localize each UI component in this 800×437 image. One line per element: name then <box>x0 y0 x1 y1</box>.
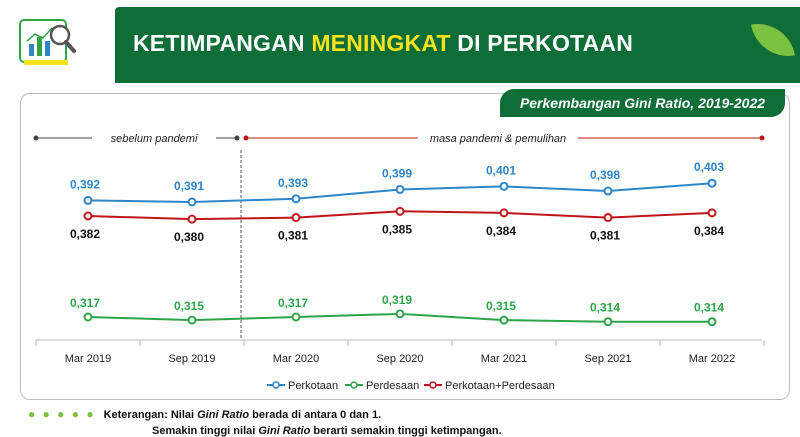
chart-subtitle: Perkembangan Gini Ratio, 2019-2022 <box>500 89 785 117</box>
period-before-label: sebelum pandemi <box>111 133 198 145</box>
x-tick-label: Mar 2019 <box>65 353 111 365</box>
chart-analysis-icon <box>16 17 82 69</box>
legend-marker <box>272 381 280 389</box>
x-tick-label: Mar 2022 <box>689 353 735 365</box>
data-point <box>499 315 509 325</box>
data-label: 0,381 <box>590 229 620 243</box>
data-label: 0,317 <box>70 296 100 310</box>
legend-marker <box>429 381 437 389</box>
data-point <box>395 206 405 216</box>
data-label: 0,384 <box>486 224 516 238</box>
data-label: 0,399 <box>382 166 412 180</box>
x-tick-label: Mar 2021 <box>481 353 527 365</box>
data-label: 0,319 <box>382 293 412 307</box>
data-point <box>395 309 405 319</box>
legend-label: Perkotaan+Perdesaan <box>445 380 555 392</box>
period-before-dot-left <box>33 135 39 141</box>
title-highlight: MENINGKAT <box>311 30 451 56</box>
data-point <box>603 213 613 223</box>
page-title: KETIMPANGAN MENINGKAT DI PERKOTAAN <box>133 30 634 56</box>
x-tick-label: Sep 2021 <box>584 353 631 365</box>
legend-label: Perdesaan <box>366 380 419 392</box>
header-banner: KETIMPANGAN MENINGKAT DI PERKOTAAN <box>115 7 800 83</box>
data-point <box>83 195 93 205</box>
data-point <box>707 178 717 188</box>
data-label: 0,403 <box>694 160 724 174</box>
data-label: 0,393 <box>278 176 308 190</box>
data-label: 0,384 <box>694 224 724 238</box>
note: ● ● ● ● ● Keterangan: Nilai Gini Ratio be… <box>28 407 502 437</box>
period-after-dot-right <box>759 135 765 141</box>
data-label: 0,380 <box>174 230 204 244</box>
data-point <box>603 317 613 327</box>
data-point <box>499 208 509 218</box>
legend-marker <box>350 381 358 389</box>
period-after-dot-left <box>243 135 249 141</box>
x-tick-label: Mar 2020 <box>273 353 319 365</box>
data-point <box>707 317 717 327</box>
x-tick-label: Sep 2020 <box>376 353 423 365</box>
data-label: 0,398 <box>590 168 620 182</box>
data-label: 0,392 <box>70 177 100 191</box>
data-point <box>187 197 197 207</box>
data-label: 0,315 <box>486 299 516 313</box>
data-point <box>83 211 93 221</box>
data-label: 0,385 <box>382 222 412 236</box>
data-label: 0,314 <box>590 301 620 315</box>
period-after-label: masa pandemi & pemulihan <box>430 133 566 145</box>
note-bullet-dots: ● ● ● ● ● <box>28 407 96 421</box>
data-label: 0,391 <box>174 179 204 193</box>
data-point <box>291 213 301 223</box>
data-point <box>603 186 613 196</box>
data-label: 0,382 <box>70 227 100 241</box>
x-tick-label: Sep 2019 <box>168 353 215 365</box>
data-point <box>187 214 197 224</box>
data-point <box>707 208 717 218</box>
data-point <box>83 312 93 322</box>
data-point <box>187 315 197 325</box>
data-label: 0,381 <box>278 229 308 243</box>
data-point <box>291 312 301 322</box>
data-label: 0,401 <box>486 163 516 177</box>
period-before-dot-right <box>234 135 240 141</box>
data-point <box>395 184 405 194</box>
data-point <box>499 181 509 191</box>
legend: Perkotaan Perdesaan Perkotaan+Perdesaan <box>267 380 555 392</box>
data-label: 0,314 <box>694 301 724 315</box>
data-label: 0,317 <box>278 296 308 310</box>
data-label: 0,315 <box>174 299 204 313</box>
data-point <box>291 194 301 204</box>
legend-label: Perkotaan <box>288 380 338 392</box>
